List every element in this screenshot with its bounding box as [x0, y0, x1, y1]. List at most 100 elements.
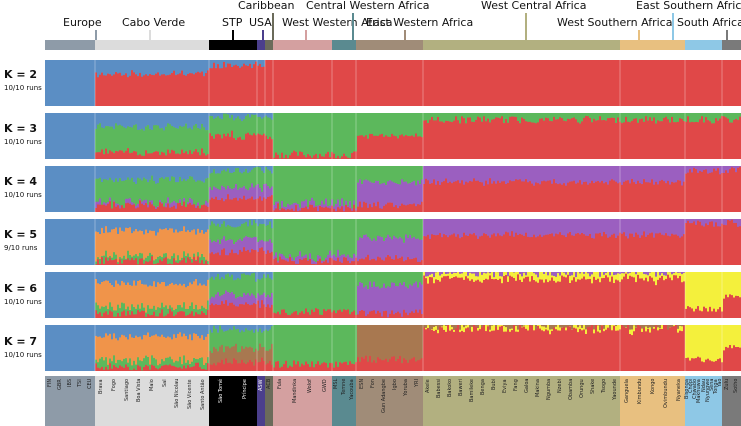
ancestry-bar-red [465, 328, 468, 371]
ancestry-bar-green [137, 357, 140, 366]
ancestry-bar-purple [683, 272, 686, 274]
ancestry-bar-red [265, 60, 268, 106]
ancestry-bar-green [101, 306, 104, 317]
ancestry-bar-blue [161, 325, 164, 335]
ancestry-bar-red [171, 73, 174, 106]
ancestry-bar-red [255, 61, 258, 106]
ancestry-bar-green [99, 358, 102, 369]
ancestry-bar-green [101, 181, 104, 206]
ancestry-bar-yellow [639, 272, 642, 279]
ancestry-bar-green [133, 181, 136, 204]
ancestry-bar-purple [285, 258, 288, 261]
ancestry-bar-orange [109, 232, 112, 257]
ancestry-bar-red [335, 158, 338, 159]
ancestry-bar-blue [175, 219, 178, 230]
ancestry-bar-red [627, 238, 630, 265]
ancestry-bar-red [615, 181, 618, 212]
ancestry-bar-red [561, 275, 564, 318]
ancestry-bar-green [263, 331, 266, 348]
ancestry-bar-orange [207, 279, 210, 301]
ancestry-bar-brown [535, 325, 538, 330]
ancestry-bar-green [271, 279, 274, 294]
ancestry-bar-red [527, 121, 530, 159]
ancestry-bar-red [465, 181, 468, 212]
ancestry-bar-red [217, 199, 220, 212]
ancestry-bar-red [213, 254, 216, 265]
ancestry-bar-blue [105, 272, 108, 281]
ancestry-bar-green [291, 219, 294, 258]
ancestry-bar-green [191, 176, 194, 200]
ancestry-bar-red [455, 116, 458, 159]
ancestry-bar-green [409, 113, 412, 137]
ancestry-bar-red [579, 123, 582, 159]
ancestry-bar-red [543, 60, 546, 106]
ancestry-bar-red [709, 306, 712, 318]
ancestry-bar-blue [167, 113, 170, 124]
ancestry-bar-green [135, 308, 138, 315]
ancestry-bar-red [457, 234, 460, 265]
ancestry-bar-orange [105, 280, 108, 307]
ancestry-bar-red [237, 200, 240, 212]
ancestry-bar-green [129, 255, 132, 261]
ancestry-bar-red [99, 152, 102, 159]
ancestry-bar-red [467, 182, 470, 212]
ancestry-bar-red [613, 60, 616, 106]
ancestry-bar-red [661, 275, 664, 318]
ancestry-bar-red [363, 310, 366, 318]
ancestry-bar-red [323, 207, 326, 212]
ancestry-bar-red [267, 363, 270, 371]
ancestry-bar-purple [723, 166, 726, 174]
ancestry-bar-purple [633, 166, 636, 183]
ancestry-bar-yellow [497, 272, 500, 281]
ancestry-bar-blue [47, 113, 50, 159]
ancestry-bar-yellow [513, 272, 516, 279]
ancestry-bar-blue [253, 113, 256, 116]
ancestry-bar-red [371, 207, 374, 212]
ancestry-bar-purple [215, 241, 218, 254]
ancestry-bar-red [239, 363, 242, 371]
ancestry-bar-yellow [589, 276, 592, 280]
ancestry-bar-purple [521, 272, 524, 277]
ancestry-bar-green [521, 113, 524, 118]
ancestry-bar-green [501, 113, 504, 117]
ancestry-bar-purple [559, 272, 562, 276]
ancestry-bar-red [357, 357, 360, 371]
ancestry-bar-red [403, 358, 406, 371]
ancestry-bar-red [207, 264, 210, 265]
ancestry-bar-red [395, 60, 398, 106]
ancestry-bar-purple [469, 219, 472, 234]
ancestry-bar-purple [291, 204, 294, 209]
ancestry-bar-red [365, 355, 368, 371]
ancestry-bar-purple [461, 219, 464, 238]
ancestry-bar-blue [153, 325, 156, 336]
ancestry-bar-blue [201, 219, 204, 231]
ancestry-bar-blue [61, 219, 64, 265]
ancestry-bar-red [287, 158, 290, 159]
ancestry-bar-red [567, 274, 570, 318]
ancestry-bar-purple [725, 219, 728, 226]
ancestry-bar-purple [595, 166, 598, 182]
ancestry-bar-blue [81, 166, 84, 212]
ancestry-bar-green [645, 113, 648, 117]
ancestry-bar-red [661, 329, 664, 371]
ancestry-bar-yellow [609, 275, 612, 282]
ancestry-bar-blue [251, 325, 254, 330]
ancestry-bar-yellow [651, 272, 654, 278]
ancestry-bar-red [233, 65, 236, 106]
ancestry-bar-blue [211, 166, 214, 174]
ancestry-bar-blue [265, 325, 268, 330]
ancestry-bar-red [697, 306, 700, 318]
ancestry-bar-red [681, 236, 684, 265]
ancestry-bar-green [367, 166, 370, 181]
ancestry-bar-purple [229, 293, 232, 304]
ancestry-bar-brown [401, 325, 404, 364]
ancestry-bar-yellow [501, 325, 504, 327]
ancestry-bar-red [451, 183, 454, 212]
ancestry-bar-red [345, 257, 348, 265]
ancestry-bar-purple [365, 179, 368, 204]
ancestry-bar-red [583, 329, 586, 371]
ancestry-bar-purple [645, 272, 648, 275]
ancestry-bar-purple [511, 219, 514, 232]
ancestry-bar-purple [593, 219, 596, 239]
ancestry-bar-green [365, 219, 368, 235]
